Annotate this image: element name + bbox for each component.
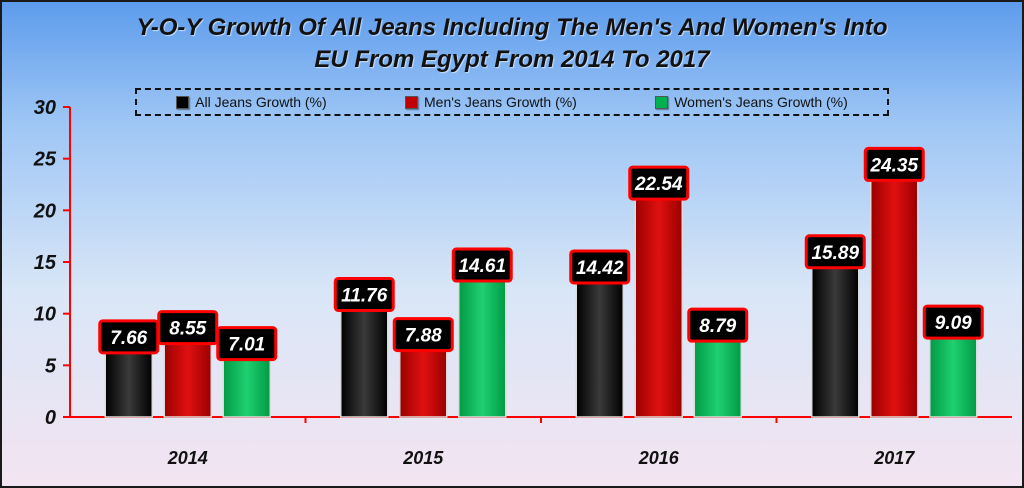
y-tick-label: 15 <box>34 252 57 274</box>
data-label: 15.89 <box>811 243 859 264</box>
legend-item-womens-jeans: Women's Jeans Growth (%) <box>655 94 848 110</box>
y-tick-label: 0 <box>45 407 56 429</box>
y-tick-label: 10 <box>34 304 56 326</box>
bar-all-jeans-growth-2016 <box>575 267 624 418</box>
legend-swatch-mens-jeans <box>405 95 419 109</box>
data-label: 14.42 <box>576 258 624 279</box>
data-label: 8.55 <box>169 319 206 340</box>
data-label: 8.79 <box>699 316 736 337</box>
bar-all-jeans-growth-2017 <box>811 252 860 418</box>
data-label: 14.61 <box>458 256 506 277</box>
bar-women-s-jeans-growth-2015 <box>458 265 507 418</box>
data-label: 9.09 <box>935 313 972 334</box>
chart-title-line-1: Y-O-Y Growth Of All Jeans Including The … <box>136 14 888 41</box>
data-label-box <box>922 304 984 340</box>
bar-men-s-jeans-growth-2016 <box>634 183 683 418</box>
data-label-box <box>216 326 278 362</box>
x-tick-label: 2017 <box>873 448 915 468</box>
data-label-box <box>628 165 690 201</box>
bar-all-jeans-growth-2015 <box>340 294 389 418</box>
bar-men-s-jeans-growth-2017 <box>870 164 919 418</box>
y-tick-label: 20 <box>33 200 56 222</box>
data-label-box <box>863 146 925 182</box>
x-tick-label: 2014 <box>167 448 208 468</box>
data-label-box <box>687 307 749 343</box>
chart-legend: All Jeans Growth (%) Men's Jeans Growth … <box>135 88 889 116</box>
data-label: 22.54 <box>634 174 683 195</box>
data-label: 7.88 <box>405 326 442 347</box>
data-label-box <box>333 276 395 312</box>
data-label-box <box>392 317 454 353</box>
y-tick-label: 30 <box>34 97 56 119</box>
legend-label-all-jeans: All Jeans Growth (%) <box>195 94 327 110</box>
x-tick-label: 2015 <box>402 448 444 468</box>
data-label: 7.66 <box>110 328 147 349</box>
y-tick-label: 25 <box>33 149 57 171</box>
legend-label-mens-jeans: Men's Jeans Growth (%) <box>424 94 577 110</box>
chart-title-line-2: EU From Egypt From 2014 To 2017 <box>314 46 710 73</box>
y-tick-label: 5 <box>45 355 57 377</box>
legend-label-womens-jeans: Women's Jeans Growth (%) <box>674 94 848 110</box>
legend-swatch-all-jeans <box>176 95 190 109</box>
x-tick-label: 2016 <box>638 448 680 468</box>
data-label-box <box>569 249 631 285</box>
data-label-box <box>157 310 219 346</box>
data-label-box <box>451 247 513 283</box>
legend-item-mens-jeans: Men's Jeans Growth (%) <box>405 94 577 110</box>
data-label: 11.76 <box>341 285 388 306</box>
legend-item-all-jeans: All Jeans Growth (%) <box>176 94 327 110</box>
data-label-box <box>804 234 866 270</box>
data-label: 24.35 <box>869 155 918 176</box>
chart-title: Y-O-Y Growth Of All Jeans Including The … <box>2 12 1022 76</box>
data-label: 7.01 <box>228 335 265 356</box>
legend-swatch-womens-jeans <box>655 95 669 109</box>
